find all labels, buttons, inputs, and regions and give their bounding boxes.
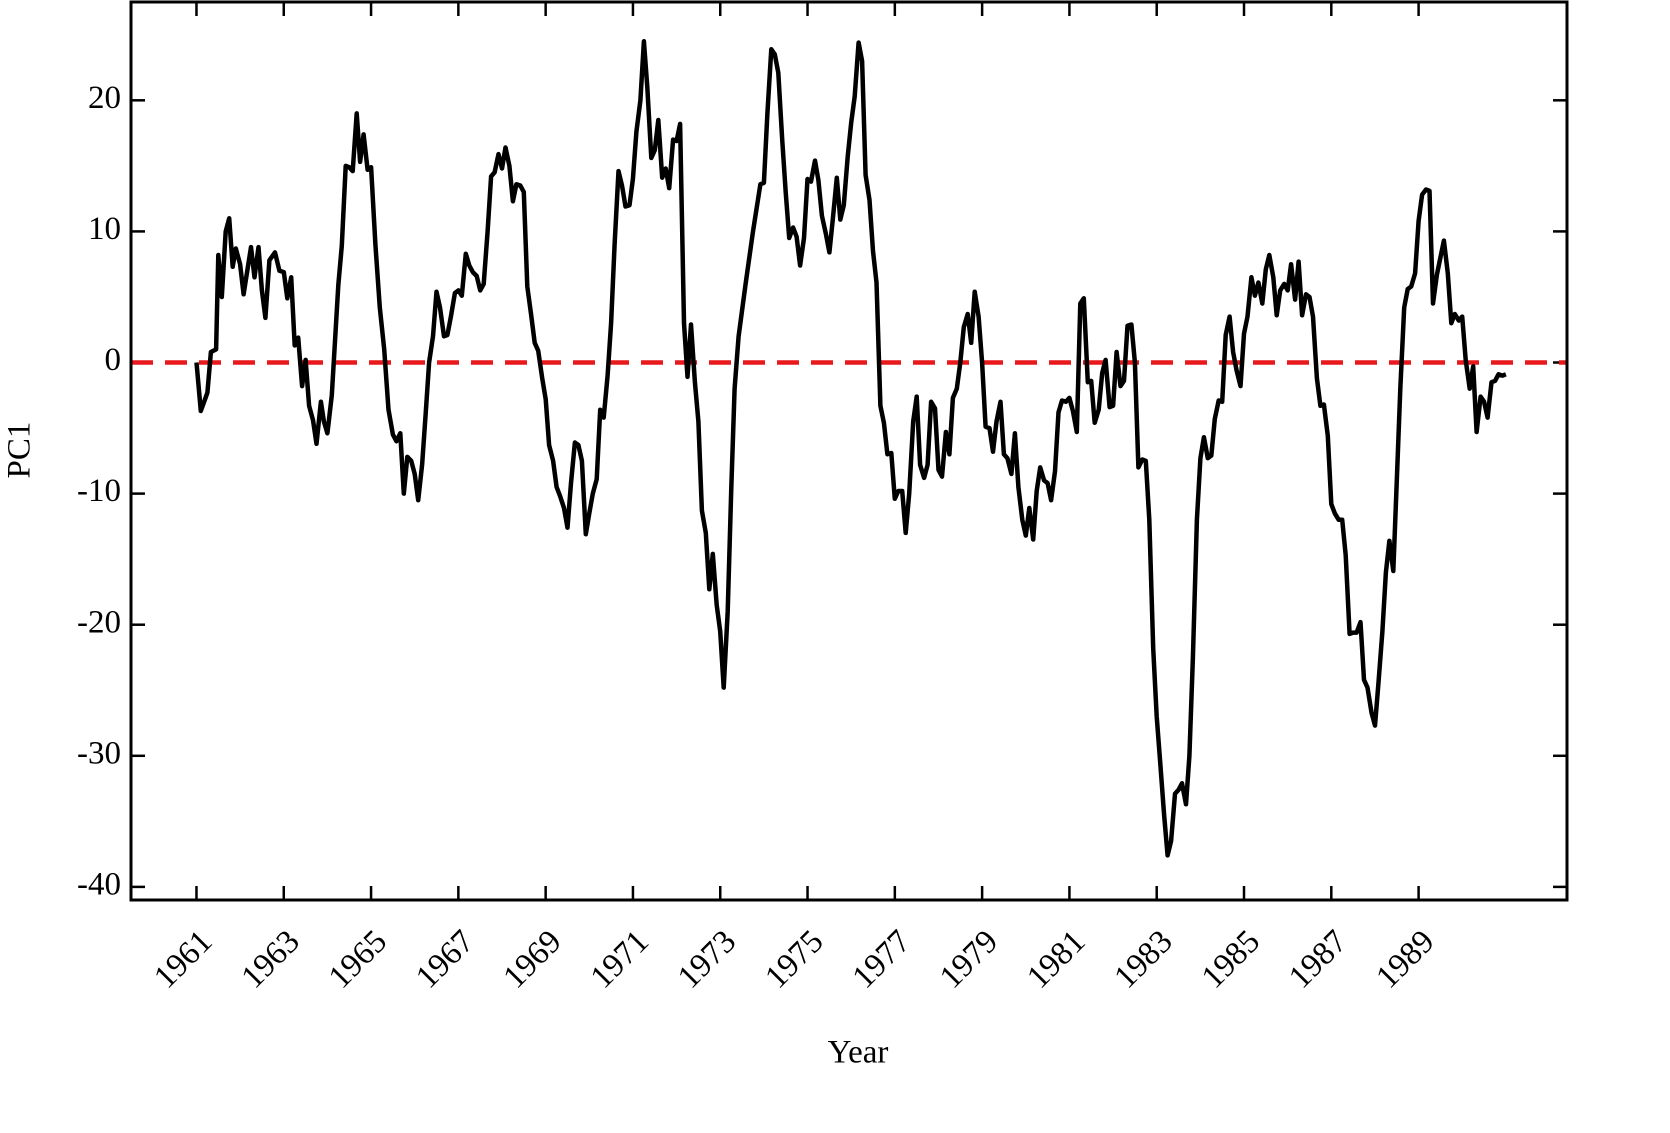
x-tick-label: 1973 xyxy=(671,924,743,996)
y-tick-label: 20 xyxy=(88,80,121,116)
x-tick-label: 1979 xyxy=(933,924,1005,996)
y-tick-label: -40 xyxy=(77,866,121,902)
x-tick-label: 1985 xyxy=(1195,924,1267,996)
x-tick-label: 1967 xyxy=(409,924,481,996)
x-tick-label: 1969 xyxy=(497,924,569,996)
x-tick-label: 1989 xyxy=(1369,924,1441,996)
y-tick-label: -10 xyxy=(77,473,121,509)
x-tick-label: 1975 xyxy=(758,924,830,996)
y-tick-label: -20 xyxy=(77,604,121,640)
data-line xyxy=(194,39,1507,858)
plot-frame xyxy=(129,0,1569,902)
x-tick-label: 1987 xyxy=(1282,924,1354,996)
x-tick-label: 1977 xyxy=(846,924,918,996)
x-tick-label: 1963 xyxy=(235,924,307,996)
y-tick-label: 10 xyxy=(88,211,121,247)
x-tick-label: 1983 xyxy=(1108,924,1180,996)
y-tick-label: 0 xyxy=(105,342,122,378)
y-tick-label: -30 xyxy=(77,735,121,771)
x-tick-label: 1961 xyxy=(147,924,219,996)
y-axis-label: PC1 xyxy=(2,422,38,479)
x-tick-label: 1981 xyxy=(1020,924,1092,996)
x-tick-label: 1971 xyxy=(584,924,656,996)
x-tick-label: 1965 xyxy=(322,924,394,996)
x-axis-label: Year xyxy=(828,1035,889,1071)
